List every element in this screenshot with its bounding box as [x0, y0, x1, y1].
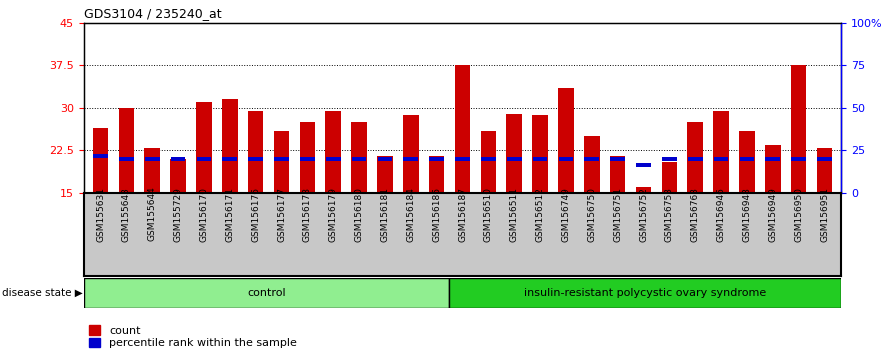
Bar [378, 157, 392, 161]
Bar [791, 157, 806, 161]
Bar [449, 278, 841, 308]
Bar [481, 157, 496, 161]
Text: GDS3104 / 235240_at: GDS3104 / 235240_at [84, 7, 221, 21]
Bar [93, 154, 107, 158]
Bar [584, 136, 600, 193]
Bar [300, 122, 315, 193]
Text: disease state ▶: disease state ▶ [2, 288, 83, 298]
Bar [170, 159, 186, 193]
Bar [119, 108, 134, 193]
Text: insulin-resistant polycystic ovary syndrome: insulin-resistant polycystic ovary syndr… [524, 288, 766, 298]
Bar [403, 115, 418, 193]
Bar [352, 122, 366, 193]
Bar [248, 111, 263, 193]
Bar [196, 102, 211, 193]
Bar [144, 157, 159, 161]
Bar [325, 111, 341, 193]
Bar [222, 157, 237, 161]
Bar [559, 88, 574, 193]
Bar [636, 187, 651, 193]
Bar [739, 131, 755, 193]
Bar [352, 157, 366, 161]
Bar [791, 65, 806, 193]
Bar [248, 157, 263, 161]
Legend: count, percentile rank within the sample: count, percentile rank within the sample [89, 325, 297, 348]
Bar [740, 157, 754, 161]
Bar [714, 157, 729, 161]
Bar [507, 114, 522, 193]
Bar [765, 145, 781, 193]
Bar [222, 99, 238, 193]
Bar [611, 157, 625, 161]
Bar [455, 157, 470, 161]
Bar [662, 157, 677, 161]
Bar [688, 157, 703, 161]
Bar [84, 278, 449, 308]
Bar [144, 148, 160, 193]
Bar [817, 148, 833, 193]
Bar [636, 162, 651, 167]
Bar [481, 131, 496, 193]
Bar [377, 156, 393, 193]
Bar [300, 157, 315, 161]
Bar [584, 157, 599, 161]
Bar [326, 157, 341, 161]
Bar [610, 156, 626, 193]
Bar [559, 157, 574, 161]
Bar [662, 162, 677, 193]
Bar [171, 157, 185, 161]
Bar [766, 157, 781, 161]
Bar [119, 157, 134, 161]
Text: control: control [248, 288, 286, 298]
Bar [93, 128, 108, 193]
Bar [818, 157, 832, 161]
Bar [714, 111, 729, 193]
Bar [429, 156, 444, 193]
Bar [274, 157, 289, 161]
Bar [533, 157, 547, 161]
Bar [429, 157, 444, 161]
Bar [507, 157, 522, 161]
Bar [196, 157, 211, 161]
Bar [455, 65, 470, 193]
Bar [532, 115, 548, 193]
Bar [687, 122, 703, 193]
Bar [403, 157, 418, 161]
Bar [274, 131, 289, 193]
